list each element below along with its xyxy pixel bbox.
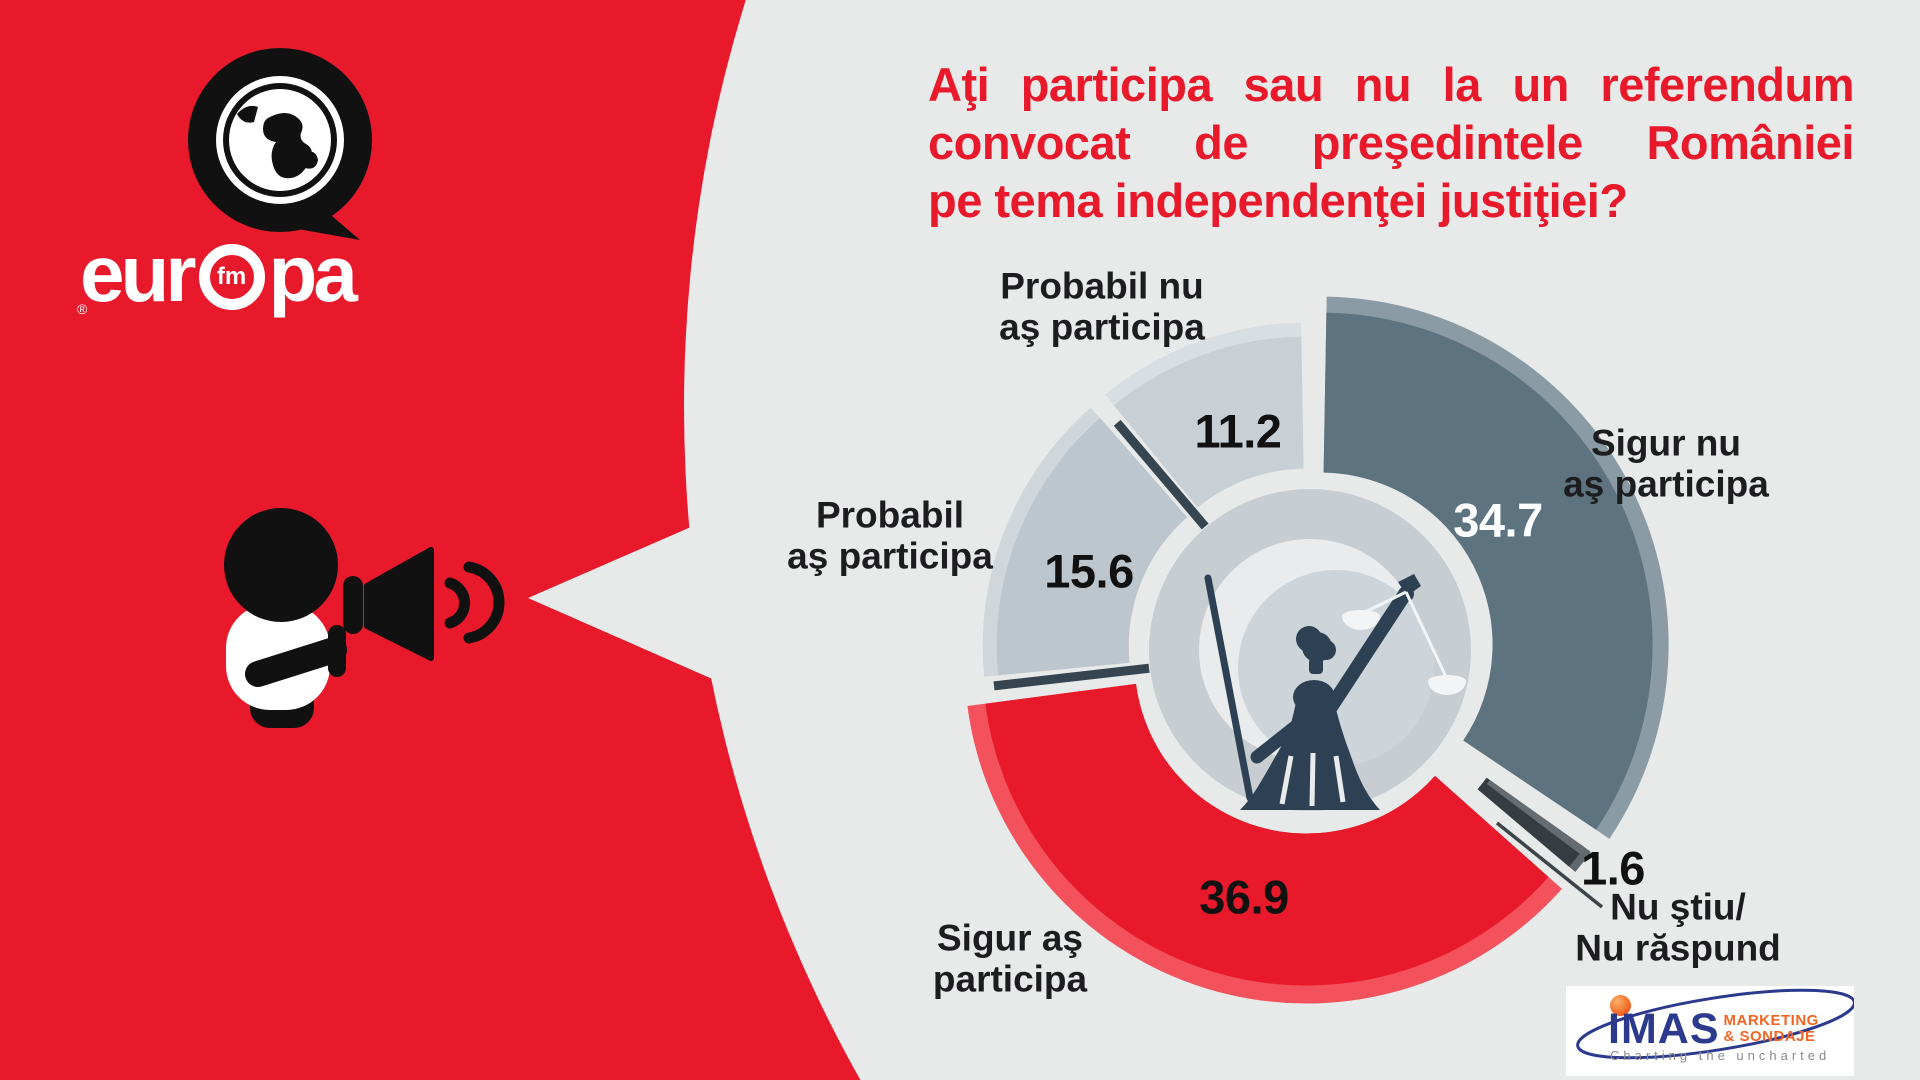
europa-fm-logo-icon xyxy=(188,48,372,240)
europa-fm-logo-and-person xyxy=(188,48,505,728)
imas-logo: IMAS MARKETING & SONDAJE Charting the un… xyxy=(1566,986,1854,1076)
person-megaphone-illustration xyxy=(224,508,505,728)
value-probabil-nu: 11.2 xyxy=(1194,404,1282,458)
registered-mark: ® xyxy=(77,300,88,317)
scales-of-justice-icon xyxy=(1342,590,1466,695)
megaphone-icon xyxy=(343,547,505,661)
imas-sondaje: & SONDAJE xyxy=(1723,1027,1816,1045)
imas-tagline: Charting the uncharted xyxy=(1610,1048,1831,1063)
donut-segment-sigur-nu-a-participa xyxy=(1323,296,1669,839)
donut-segment-nu-tiu-nu-r-spund xyxy=(1477,777,1591,872)
survey-question-line3: pe tema independenţei justiţiei? xyxy=(928,174,1628,227)
label-sigur-nu: Sigur nu aş participa xyxy=(1563,422,1769,505)
sword-icon xyxy=(1204,574,1254,802)
segment-separator-line xyxy=(993,662,1162,691)
statue-head xyxy=(1302,632,1332,662)
label-sigur-as: Sigur aş participa xyxy=(932,917,1088,1000)
value-sigur-nu: 34.7 xyxy=(1453,493,1543,547)
donut-chart xyxy=(910,250,1710,1050)
lady-justice-illustration xyxy=(1148,488,1472,812)
imas-swoosh-icon xyxy=(1576,988,1854,1060)
donut-chart-svg xyxy=(967,296,1669,1004)
donut-segment-sigur-a-participa xyxy=(967,683,1562,1004)
segment-separator-line xyxy=(1113,419,1216,538)
europa-fm-wordmark: eur fm pa ® xyxy=(77,229,358,318)
value-nu-stiu: 1.6 xyxy=(1581,841,1645,895)
wordmark-pa: pa xyxy=(268,229,358,318)
survey-question-line1: Aţi participa sau nu la un referendum xyxy=(928,58,1855,111)
fm-badge: fm xyxy=(198,244,265,310)
value-probabil-as: 15.6 xyxy=(1044,544,1134,598)
imas-marketing: MARKETING xyxy=(1723,1012,1819,1029)
label-nu-stiu: Nu ştiu/ Nu răspund xyxy=(1575,886,1781,969)
donut-segment-probabil-a-participa xyxy=(982,407,1188,677)
survey-question: Aţi participa sau nu la un referendum co… xyxy=(928,56,1855,230)
nu-stiu-leader-line xyxy=(1495,821,1604,909)
donut-slices xyxy=(967,296,1669,1004)
donut-segment-probabil-nu-a-participa xyxy=(1105,322,1304,508)
wordmark-eur: eur xyxy=(80,229,196,318)
value-sigur-as: 36.9 xyxy=(1199,870,1289,924)
label-probabil-as: Probabil aş participa xyxy=(787,494,993,577)
fm-text: fm xyxy=(216,262,247,290)
survey-question-line2: convocat de preşedintele României xyxy=(928,116,1855,169)
person-head xyxy=(224,508,338,622)
imas-name: IMAS xyxy=(1608,1005,1720,1053)
imas-orange-dot-icon xyxy=(1610,995,1631,1016)
label-probabil-nu: Probabil nu aş participa xyxy=(999,265,1205,348)
